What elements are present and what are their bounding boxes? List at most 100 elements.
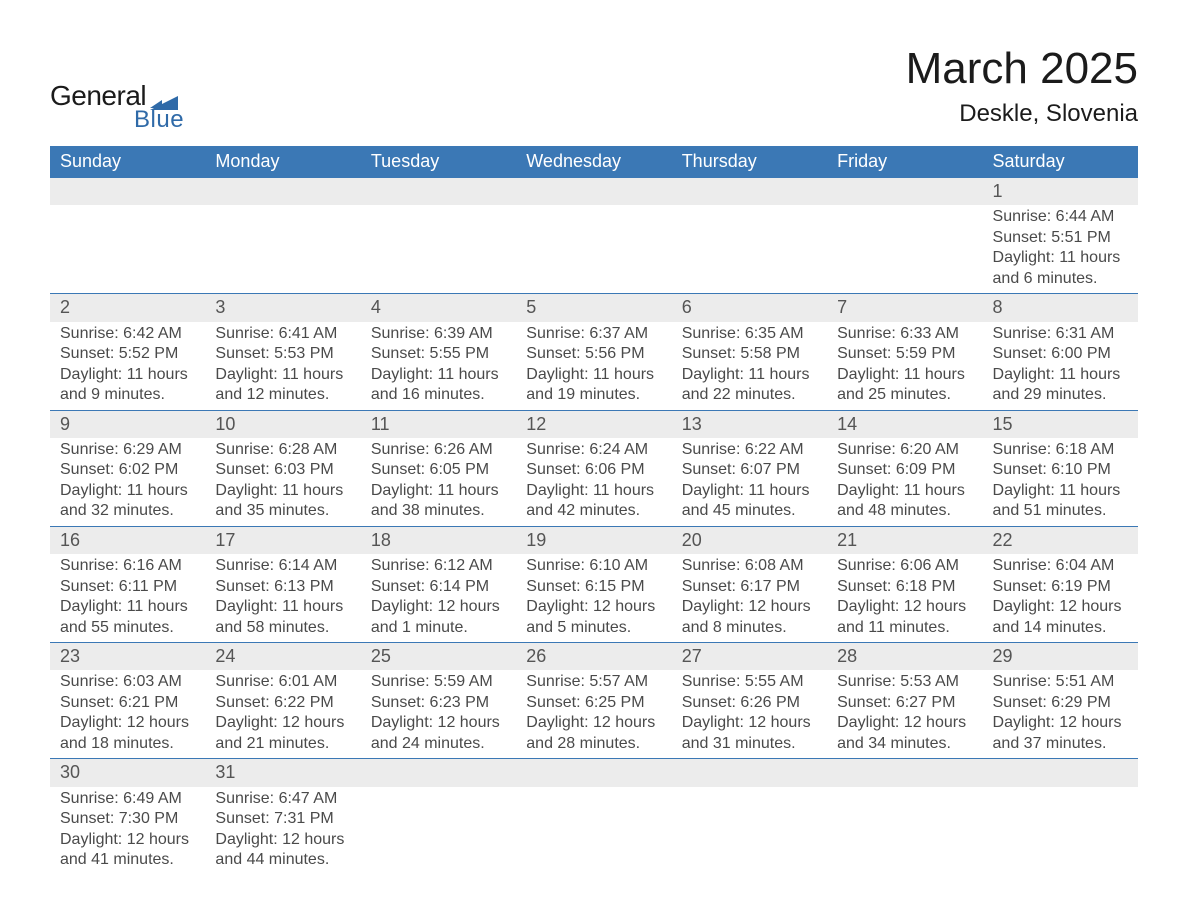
daylight-text-2: and 38 minutes.	[371, 501, 508, 521]
day-number: 11	[361, 411, 516, 438]
sunrise-text: Sunrise: 6:41 AM	[215, 324, 352, 344]
calendar-cell: 5Sunrise: 6:37 AMSunset: 5:56 PMDaylight…	[516, 294, 671, 410]
day-data: Sunrise: 6:47 AMSunset: 7:31 PMDaylight:…	[205, 787, 360, 875]
sunrise-text: Sunrise: 6:33 AM	[837, 324, 974, 344]
day-data	[516, 787, 671, 793]
day-data: Sunrise: 6:22 AMSunset: 6:07 PMDaylight:…	[672, 438, 827, 526]
daylight-text-2: and 9 minutes.	[60, 385, 197, 405]
calendar-cell: 25Sunrise: 5:59 AMSunset: 6:23 PMDayligh…	[361, 643, 516, 759]
daylight-text-1: Daylight: 12 hours	[837, 597, 974, 617]
day-data: Sunrise: 6:44 AMSunset: 5:51 PMDaylight:…	[983, 205, 1138, 293]
calendar-cell: 19Sunrise: 6:10 AMSunset: 6:15 PMDayligh…	[516, 526, 671, 642]
calendar-cell: 13Sunrise: 6:22 AMSunset: 6:07 PMDayligh…	[672, 410, 827, 526]
weekday-header: Tuesday	[361, 146, 516, 178]
day-number: 24	[205, 643, 360, 670]
calendar-cell: 24Sunrise: 6:01 AMSunset: 6:22 PMDayligh…	[205, 643, 360, 759]
logo-text-general: General	[50, 80, 146, 112]
sunrise-text: Sunrise: 6:22 AM	[682, 440, 819, 460]
sunset-text: Sunset: 7:30 PM	[60, 809, 197, 829]
daylight-text-1: Daylight: 11 hours	[837, 365, 974, 385]
sunset-text: Sunset: 6:10 PM	[993, 460, 1130, 480]
calendar-week-row: 30Sunrise: 6:49 AMSunset: 7:30 PMDayligh…	[50, 759, 1138, 875]
day-data	[827, 205, 982, 211]
day-number	[672, 759, 827, 786]
daylight-text-1: Daylight: 12 hours	[60, 713, 197, 733]
day-data: Sunrise: 5:53 AMSunset: 6:27 PMDaylight:…	[827, 670, 982, 758]
sunset-text: Sunset: 6:13 PM	[215, 577, 352, 597]
day-number: 12	[516, 411, 671, 438]
day-number: 31	[205, 759, 360, 786]
day-data: Sunrise: 6:10 AMSunset: 6:15 PMDaylight:…	[516, 554, 671, 642]
daylight-text-1: Daylight: 12 hours	[215, 713, 352, 733]
day-data: Sunrise: 6:42 AMSunset: 5:52 PMDaylight:…	[50, 322, 205, 410]
day-data	[983, 787, 1138, 793]
day-number: 4	[361, 294, 516, 321]
day-data	[827, 787, 982, 793]
day-number: 27	[672, 643, 827, 670]
day-number	[205, 178, 360, 205]
sunset-text: Sunset: 6:09 PM	[837, 460, 974, 480]
sunset-text: Sunset: 6:14 PM	[371, 577, 508, 597]
weekday-header: Saturday	[983, 146, 1138, 178]
day-number: 16	[50, 527, 205, 554]
daylight-text-1: Daylight: 12 hours	[371, 597, 508, 617]
sunset-text: Sunset: 6:07 PM	[682, 460, 819, 480]
day-number: 30	[50, 759, 205, 786]
daylight-text-1: Daylight: 12 hours	[60, 830, 197, 850]
day-data: Sunrise: 6:37 AMSunset: 5:56 PMDaylight:…	[516, 322, 671, 410]
sunrise-text: Sunrise: 6:01 AM	[215, 672, 352, 692]
sunset-text: Sunset: 7:31 PM	[215, 809, 352, 829]
day-number	[827, 178, 982, 205]
day-number: 19	[516, 527, 671, 554]
daylight-text-2: and 41 minutes.	[60, 850, 197, 870]
sunrise-text: Sunrise: 5:55 AM	[682, 672, 819, 692]
daylight-text-1: Daylight: 12 hours	[682, 597, 819, 617]
sunset-text: Sunset: 6:25 PM	[526, 693, 663, 713]
day-number	[361, 178, 516, 205]
day-number: 2	[50, 294, 205, 321]
day-data: Sunrise: 6:35 AMSunset: 5:58 PMDaylight:…	[672, 322, 827, 410]
daylight-text-2: and 1 minute.	[371, 618, 508, 638]
calendar-cell: 23Sunrise: 6:03 AMSunset: 6:21 PMDayligh…	[50, 643, 205, 759]
sunset-text: Sunset: 5:59 PM	[837, 344, 974, 364]
day-data: Sunrise: 6:26 AMSunset: 6:05 PMDaylight:…	[361, 438, 516, 526]
calendar-cell: 20Sunrise: 6:08 AMSunset: 6:17 PMDayligh…	[672, 526, 827, 642]
daylight-text-2: and 11 minutes.	[837, 618, 974, 638]
daylight-text-1: Daylight: 11 hours	[837, 481, 974, 501]
calendar-cell: 1Sunrise: 6:44 AMSunset: 5:51 PMDaylight…	[983, 178, 1138, 294]
calendar-cell: 9Sunrise: 6:29 AMSunset: 6:02 PMDaylight…	[50, 410, 205, 526]
day-data: Sunrise: 6:04 AMSunset: 6:19 PMDaylight:…	[983, 554, 1138, 642]
weekday-header: Sunday	[50, 146, 205, 178]
calendar-cell	[827, 759, 982, 875]
day-number	[50, 178, 205, 205]
day-number: 20	[672, 527, 827, 554]
day-number: 22	[983, 527, 1138, 554]
daylight-text-1: Daylight: 11 hours	[993, 481, 1130, 501]
sunrise-text: Sunrise: 6:37 AM	[526, 324, 663, 344]
sunrise-text: Sunrise: 6:39 AM	[371, 324, 508, 344]
daylight-text-2: and 8 minutes.	[682, 618, 819, 638]
logo: General Blue	[50, 80, 184, 134]
sunrise-text: Sunrise: 6:20 AM	[837, 440, 974, 460]
sunset-text: Sunset: 6:23 PM	[371, 693, 508, 713]
day-data: Sunrise: 6:18 AMSunset: 6:10 PMDaylight:…	[983, 438, 1138, 526]
day-data: Sunrise: 5:59 AMSunset: 6:23 PMDaylight:…	[361, 670, 516, 758]
calendar-week-row: 2Sunrise: 6:42 AMSunset: 5:52 PMDaylight…	[50, 294, 1138, 410]
calendar-cell: 12Sunrise: 6:24 AMSunset: 6:06 PMDayligh…	[516, 410, 671, 526]
daylight-text-2: and 51 minutes.	[993, 501, 1130, 521]
daylight-text-2: and 37 minutes.	[993, 734, 1130, 754]
day-number: 18	[361, 527, 516, 554]
day-number: 6	[672, 294, 827, 321]
day-number: 1	[983, 178, 1138, 205]
daylight-text-1: Daylight: 12 hours	[993, 713, 1130, 733]
daylight-text-1: Daylight: 11 hours	[993, 248, 1130, 268]
day-number: 8	[983, 294, 1138, 321]
sunset-text: Sunset: 6:29 PM	[993, 693, 1130, 713]
daylight-text-1: Daylight: 11 hours	[682, 365, 819, 385]
sunset-text: Sunset: 5:58 PM	[682, 344, 819, 364]
daylight-text-1: Daylight: 12 hours	[526, 597, 663, 617]
daylight-text-1: Daylight: 11 hours	[60, 481, 197, 501]
calendar-cell	[361, 178, 516, 294]
sunrise-text: Sunrise: 6:14 AM	[215, 556, 352, 576]
daylight-text-2: and 48 minutes.	[837, 501, 974, 521]
